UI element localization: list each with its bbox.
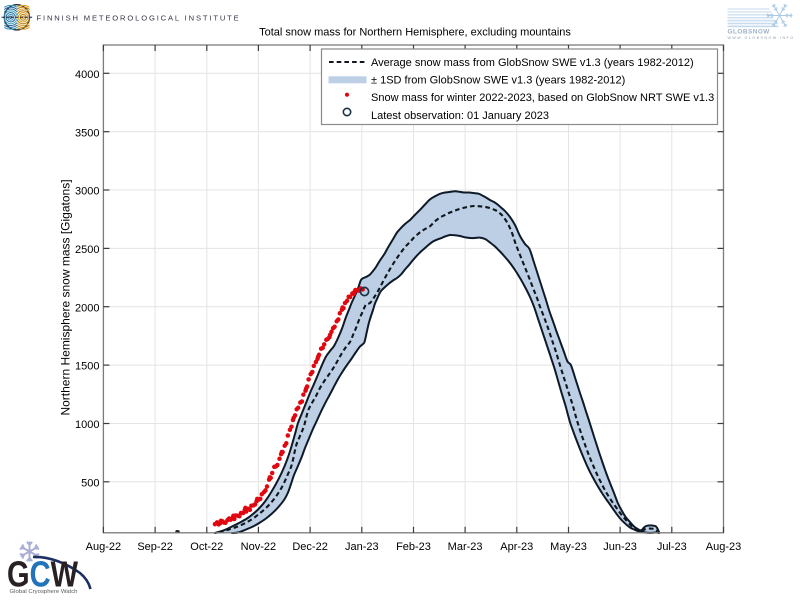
svg-text:WWW.GLOBSNOW.INFO: WWW.GLOBSNOW.INFO bbox=[728, 36, 795, 40]
svg-text:GLOBSNOW: GLOBSNOW bbox=[728, 29, 771, 36]
svg-text:Snow mass for winter 2022-2023: Snow mass for winter 2022-2023, based on… bbox=[371, 92, 714, 104]
svg-text:Jun-23: Jun-23 bbox=[603, 541, 637, 553]
svg-text:Nov-22: Nov-22 bbox=[241, 541, 276, 553]
svg-text:Average snow mass from GlobSno: Average snow mass from GlobSnow SWE v1.3… bbox=[371, 57, 694, 69]
svg-text:± 1SD from GlobSnow SWE v1.3 (: ± 1SD from GlobSnow SWE v1.3 (years 1982… bbox=[371, 75, 625, 87]
svg-text:GCW: GCW bbox=[7, 554, 78, 595]
svg-text:Global Cryosphere Watch: Global Cryosphere Watch bbox=[10, 589, 78, 595]
svg-text:Latest observation: 01 January: Latest observation: 01 January 2023 bbox=[371, 110, 549, 122]
svg-text:2500: 2500 bbox=[75, 244, 99, 256]
svg-text:2000: 2000 bbox=[75, 302, 99, 314]
svg-text:Apr-23: Apr-23 bbox=[500, 541, 533, 553]
svg-text:Dec-22: Dec-22 bbox=[292, 541, 327, 553]
svg-text:Jan-23: Jan-23 bbox=[345, 541, 379, 553]
svg-text:Aug-23: Aug-23 bbox=[706, 541, 741, 553]
svg-text:500: 500 bbox=[81, 477, 99, 489]
svg-text:3500: 3500 bbox=[75, 127, 99, 139]
svg-text:Northern Hemisphere snow mass: Northern Hemisphere snow mass [Gigatons] bbox=[59, 179, 73, 415]
svg-text:3000: 3000 bbox=[75, 186, 99, 198]
svg-text:4000: 4000 bbox=[75, 69, 99, 81]
svg-text:FINNISH METEOROLOGICAL INSTITU: FINNISH METEOROLOGICAL INSTITUTE bbox=[37, 14, 241, 23]
svg-text:1000: 1000 bbox=[75, 419, 99, 431]
svg-text:Total snow mass for Northern H: Total snow mass for Northern Hemisphere,… bbox=[259, 27, 571, 39]
svg-text:Sep-22: Sep-22 bbox=[137, 541, 172, 553]
svg-text:May-23: May-23 bbox=[550, 541, 587, 553]
svg-text:Feb-23: Feb-23 bbox=[396, 541, 431, 553]
svg-text:Mar-23: Mar-23 bbox=[448, 541, 483, 553]
svg-text:1500: 1500 bbox=[75, 361, 99, 373]
svg-text:Aug-22: Aug-22 bbox=[86, 541, 121, 553]
svg-text:Oct-22: Oct-22 bbox=[190, 541, 223, 553]
svg-text:Jul-23: Jul-23 bbox=[657, 541, 687, 553]
